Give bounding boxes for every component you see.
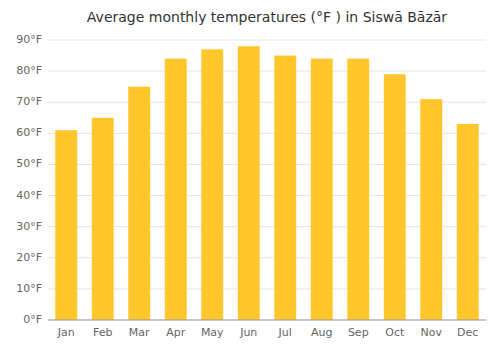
y-tick-label: 60°F [16,126,42,139]
bar [238,46,260,320]
y-tick-label: 90°F [16,33,42,46]
x-tick-label: Nov [421,326,443,339]
y-tick-label: 0°F [23,313,42,326]
y-tick-label: 30°F [16,220,42,233]
bar [347,59,369,320]
title: Average monthly temperatures (°F ) in Si… [87,9,447,25]
bar [274,56,296,320]
grid-line [48,320,486,321]
bar [165,59,187,320]
bar [311,59,333,320]
y-tick-label: 40°F [16,189,42,202]
x-tick-label: Aug [311,326,332,339]
y-axis: 0°F 10°F 20°F 30°F 40°F 50°F 60°F 70°F 80°F 90°F [16,33,486,326]
x-tick-label: Mar [129,326,150,339]
bar [128,87,150,320]
x-axis: Jan Feb Mar Apr May Jun Jul Aug Sep Oct Nov Dec [48,320,486,339]
x-axis-line [48,320,486,321]
y-tick-label: 20°F [16,251,42,264]
y-tick-label: 70°F [16,95,42,108]
chart-container: 0°F 10°F 20°F 30°F 40°F 50°F 60°F 70°F 80°F 90°F J… [0,0,500,350]
bar [201,49,223,320]
x-tick-label: May [201,326,224,339]
x-tick-label: Jun [239,326,257,339]
x-tick-label: Apr [166,326,186,339]
x-tick-label: Jan [57,326,75,339]
x-tick-label: Dec [457,326,478,339]
bar [55,130,77,320]
chart: 0°F 10°F 20°F 30°F 40°F 50°F 60°F 70°F 80°F 90°F J… [0,0,500,350]
x-tick-label: Jul [278,326,292,339]
bars [55,46,478,320]
bar [92,118,114,320]
y-tick-label: 10°F [16,282,42,295]
grid-line [48,40,486,41]
y-tick-label: 80°F [16,64,42,77]
y-tick-label: 50°F [16,157,42,170]
bar [457,124,479,320]
bar [384,74,406,320]
x-tick-label: Sep [348,326,369,339]
bar [420,99,442,320]
grid-line [48,71,486,72]
x-tick-label: Oct [385,326,405,339]
x-tick-label: Feb [93,326,112,339]
